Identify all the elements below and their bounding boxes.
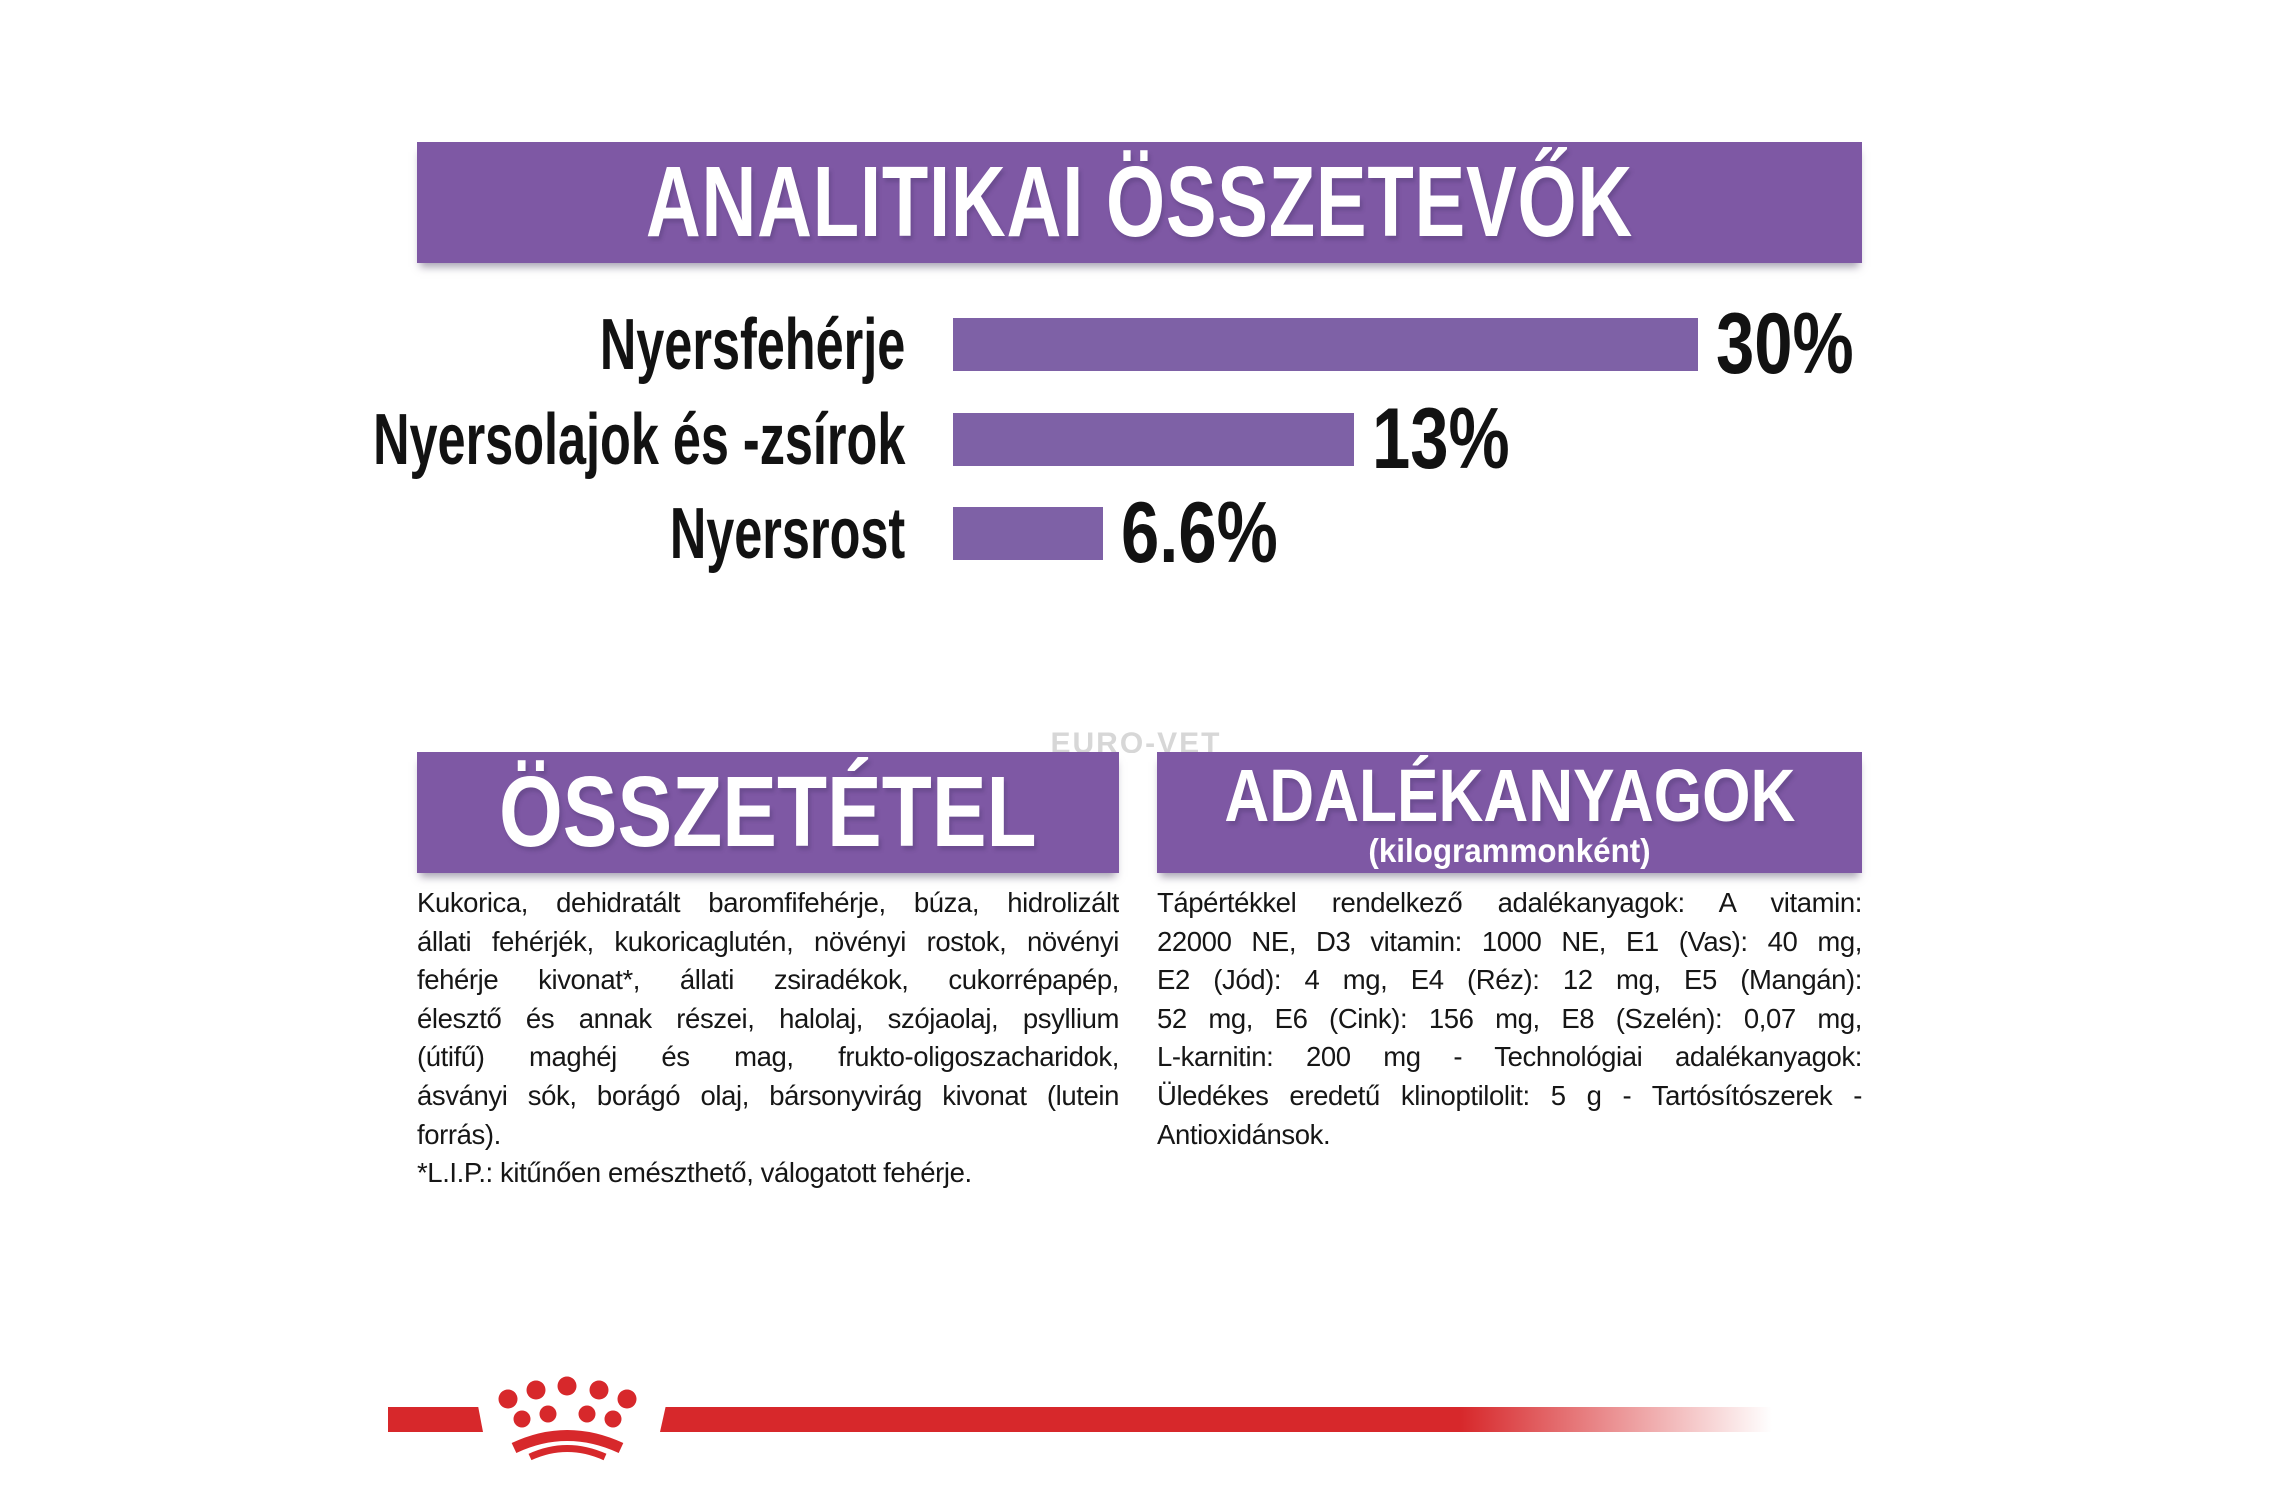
text-line: E2 (Jód): 4 mg, E4 (Réz): 12 mg, E5 (Man… xyxy=(1157,964,1862,996)
text-line: (útifű) maghéj és mag, frukto-oligoszach… xyxy=(417,1041,1119,1073)
chart-row-value: 30% xyxy=(1716,296,1854,392)
footer-red-band-right xyxy=(660,1407,1772,1432)
text-line: fehérje kivonat*, állati zsiradékok, cuk… xyxy=(417,964,1119,996)
text-line: élesztő és annak részei, halolaj, szójao… xyxy=(417,1002,1119,1034)
additives-subtitle: (kilogrammonként) xyxy=(1368,831,1651,869)
text-line: Üledékes eredetű klinoptilolit: 5 g - Ta… xyxy=(1157,1079,1862,1111)
text-line: ásványi sók, borágó olaj, bársonyvirág k… xyxy=(417,1079,1119,1111)
text-line: forrás). xyxy=(417,1118,501,1150)
chart-row-crude-protein: Nyersfehérje 30% xyxy=(0,296,2277,392)
analytical-constituents-banner: ANALITIKAI ÖSSZETEVŐK xyxy=(417,142,1862,263)
chart-row-value: 13% xyxy=(1372,391,1510,487)
text-line: Kukorica, dehidratált baromfifehérje, bú… xyxy=(417,887,1119,918)
royal-canin-crown-icon xyxy=(498,1376,637,1461)
text-line: Antioxidánsok. xyxy=(1157,1118,1331,1150)
additives-text: Tápértékkel rendelkező adalékanyagok: A … xyxy=(1157,884,1862,1154)
text-line: 22000 NE, D3 vitamin: 1000 NE, E1 (Vas):… xyxy=(1157,925,1862,957)
composition-banner: ÖSSZETÉTEL xyxy=(417,752,1119,873)
additives-banner: ADALÉKANYAGOK (kilogrammonként) xyxy=(1157,752,1862,873)
chart-row-crude-oils-fats: Nyersolajok és -zsírok 13% xyxy=(0,391,2277,487)
text-line: *L.I.P.: kitűnően emészthető, válogatott… xyxy=(417,1157,972,1189)
bar-crude-protein xyxy=(953,318,1698,371)
text-line: állati fehérjék, kukoricaglutén, növényi… xyxy=(417,925,1119,957)
chart-row-label: Nyersfehérje xyxy=(599,304,905,385)
bar-crude-fibre xyxy=(953,507,1103,560)
text-line: L-karnitin: 200 mg - Technológiai adalék… xyxy=(1157,1041,1862,1073)
bar-crude-oils-fats xyxy=(953,413,1354,466)
additives-title: ADALÉKANYAGOK xyxy=(1223,753,1796,837)
composition-text: Kukorica, dehidratált baromfifehérje, bú… xyxy=(417,884,1119,1193)
footer-red-band-left xyxy=(388,1407,483,1432)
text-line: Tápértékkel rendelkező adalékanyagok: A … xyxy=(1157,887,1862,918)
composition-title: ÖSSZETÉTEL xyxy=(499,756,1037,868)
chart-row-crude-fibre: Nyersrost 6.6% xyxy=(0,485,2277,581)
chart-row-label: Nyersolajok és -zsírok xyxy=(372,399,905,480)
text-line: 52 mg, E6 (Cink): 156 mg, E8 (Szelén): 0… xyxy=(1157,1002,1862,1034)
chart-row-label: Nyersrost xyxy=(669,493,905,574)
chart-row-value: 6.6% xyxy=(1121,485,1278,581)
euro-vet-watermark: EURO-VET xyxy=(1050,727,1222,753)
analytical-constituents-title: ANALITIKAI ÖSSZETEVŐK xyxy=(645,146,1634,258)
